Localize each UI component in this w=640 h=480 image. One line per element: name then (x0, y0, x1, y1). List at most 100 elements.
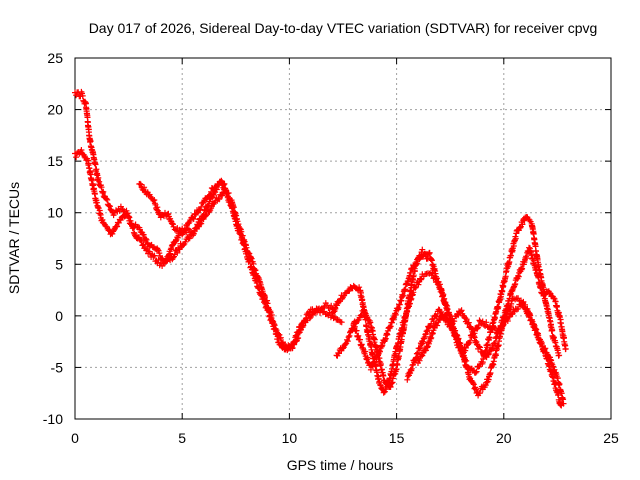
data-point (344, 338, 351, 345)
data-point (312, 309, 319, 316)
data-point (190, 216, 197, 222)
data-point (109, 208, 116, 215)
data-point (219, 192, 226, 199)
data-point (486, 334, 493, 341)
axis-ticks: 0 5 10 15 20 25 -10 -5 0 5 10 15 20 25 (43, 50, 619, 446)
data-point (490, 323, 497, 330)
data-point (416, 357, 423, 364)
data-point (515, 272, 522, 279)
data-point (399, 325, 406, 332)
data-point (197, 220, 204, 226)
data-point (373, 356, 380, 363)
data-point (332, 313, 338, 320)
data-point (450, 326, 457, 333)
data-point (436, 317, 442, 324)
data-point (99, 189, 106, 196)
data-point (198, 203, 205, 210)
data-point (477, 344, 483, 351)
data-point (417, 276, 424, 283)
data-point (462, 344, 469, 351)
data-point (458, 307, 465, 314)
data-point (137, 180, 144, 187)
x-tick-label: 20 (496, 430, 512, 446)
data-point (366, 336, 373, 343)
data-point (114, 223, 121, 230)
data-point (428, 334, 435, 341)
data-point (556, 352, 563, 359)
data-point (483, 319, 490, 326)
data-point (93, 166, 100, 173)
data-point (140, 241, 147, 248)
data-point (78, 147, 85, 153)
data-point (462, 356, 468, 363)
data-point (517, 224, 524, 231)
data-point (143, 236, 150, 243)
data-point (143, 247, 150, 254)
data-point (521, 217, 528, 224)
data-point (476, 343, 482, 350)
data-point (362, 316, 369, 323)
data-point (159, 263, 166, 269)
x-axis-label: GPS time / hours (287, 457, 394, 473)
y-tick-label: 15 (47, 153, 63, 169)
data-point (472, 369, 479, 376)
data-point (562, 345, 569, 352)
data-point (203, 212, 210, 219)
data-point (549, 327, 556, 334)
data-point (530, 320, 537, 327)
data-point (202, 207, 209, 214)
data-point (237, 231, 244, 238)
data-point (156, 250, 163, 257)
data-point (356, 284, 363, 291)
data-point (463, 316, 470, 323)
data-point (479, 318, 486, 325)
data-point (473, 368, 480, 375)
data-point (138, 238, 145, 245)
data-point (142, 235, 149, 242)
data-point (443, 312, 450, 319)
data-point (470, 380, 477, 387)
data-point (474, 325, 481, 332)
data-point (371, 336, 378, 343)
data-point (447, 322, 454, 329)
data-point (546, 289, 553, 296)
data-point (174, 249, 181, 256)
data-point (353, 327, 360, 334)
data-point (206, 192, 213, 199)
data-point (485, 351, 492, 358)
data-point (495, 304, 502, 311)
data-point (243, 248, 250, 255)
y-tick-label: -10 (43, 411, 63, 427)
data-point (408, 295, 415, 302)
data-point (442, 311, 448, 318)
y-tick-label: 10 (47, 205, 63, 221)
data-point (412, 284, 419, 291)
data-point (340, 345, 346, 352)
data-point (182, 227, 189, 234)
data-point (415, 281, 422, 288)
data-point (73, 154, 80, 161)
x-tick-label: 5 (178, 430, 186, 446)
series-track-4 (333, 246, 431, 390)
data-point (140, 231, 147, 238)
data-point (538, 338, 545, 345)
data-point (92, 161, 99, 168)
data-point (306, 315, 313, 322)
x-tick-label: 25 (603, 430, 619, 446)
data-point (457, 342, 464, 349)
data-point (137, 181, 144, 188)
data-point (332, 305, 339, 312)
data-point (422, 347, 429, 354)
data-point (277, 334, 284, 341)
data-point (154, 246, 161, 253)
data-points (72, 88, 569, 409)
data-point (377, 361, 384, 367)
data-point (345, 334, 352, 341)
data-point (170, 254, 177, 261)
data-point (357, 336, 363, 343)
data-point (522, 301, 528, 308)
x-tick-label: 0 (71, 430, 79, 446)
data-point (198, 220, 205, 227)
data-point (95, 174, 102, 181)
